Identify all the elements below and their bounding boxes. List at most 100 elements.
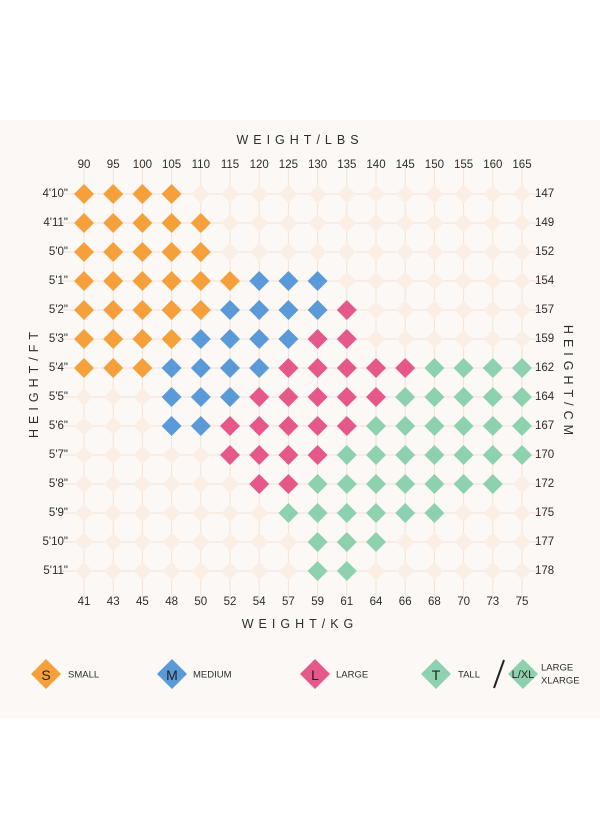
empty-cell-mark <box>483 533 502 551</box>
tick-label-kg: 70 <box>457 596 470 608</box>
empty-cell-mark <box>191 533 210 551</box>
empty-cell-mark <box>337 185 356 203</box>
weight-kg-title: WEIGHT/KG <box>242 617 359 631</box>
tick-label-lbs: 140 <box>366 159 385 171</box>
empty-cell-mark <box>513 214 531 232</box>
size-chart: WEIGHT/LBS WEIGHT/KG HEIGHT/FT HEIGHT/CM 90 9… <box>27 133 580 689</box>
tick-label-lbs: 165 <box>512 159 531 171</box>
tick-label-cm: 177 <box>535 536 554 548</box>
size-mark-small <box>74 358 94 378</box>
empty-cell-mark <box>133 504 152 522</box>
empty-cell-mark <box>367 243 385 261</box>
size-mark-large <box>395 358 416 378</box>
tick-label-ft: 5'9" <box>49 507 68 519</box>
empty-cell-mark <box>133 562 152 580</box>
size-mark-tall <box>307 561 328 581</box>
size-mark-large <box>278 358 299 378</box>
tick-label-cm: 175 <box>535 507 554 519</box>
tick-label-lbs: 125 <box>279 159 298 171</box>
size-mark-tall <box>512 387 532 407</box>
size-mark-tall <box>453 445 474 465</box>
empty-cell-mark <box>513 562 531 580</box>
size-mark-tall <box>482 416 503 436</box>
tick-label-ft: 5'7" <box>49 449 68 461</box>
size-mark-large <box>336 300 357 320</box>
empty-cell-mark <box>162 475 181 493</box>
empty-cell-mark <box>279 214 298 232</box>
empty-cell-mark <box>454 243 473 261</box>
empty-cell-mark <box>250 533 269 551</box>
size-mark-tall <box>512 445 532 465</box>
size-mark-tall <box>336 474 357 494</box>
size-mark-tall <box>482 387 503 407</box>
empty-cell-mark <box>162 504 181 522</box>
tick-label-lbs: 90 <box>78 159 91 171</box>
empty-cell-mark <box>221 562 239 580</box>
tick-label-kg: 59 <box>311 596 324 608</box>
empty-cell-mark <box>454 272 473 290</box>
size-mark-tall <box>424 416 445 436</box>
size-mark-medium <box>307 300 328 320</box>
tick-label-kg: 52 <box>224 596 237 608</box>
tick-label-kg: 66 <box>399 596 412 608</box>
size-mark-small <box>74 213 94 233</box>
empty-cell-mark <box>133 388 152 406</box>
empty-cell-mark <box>396 214 415 232</box>
empty-cell-mark <box>75 562 93 580</box>
empty-cell-mark <box>75 533 93 551</box>
empty-cell-mark <box>396 533 415 551</box>
size-mark-small <box>161 271 182 291</box>
size-mark-large <box>336 387 357 407</box>
empty-cell-mark <box>250 243 269 261</box>
size-mark-small <box>161 213 182 233</box>
size-mark-large <box>336 416 357 436</box>
size-mark-small <box>190 242 211 262</box>
empty-cell-mark <box>279 243 298 261</box>
size-mark-tall <box>307 532 328 552</box>
empty-cell-mark <box>513 504 531 522</box>
tick-label-lbs: 95 <box>107 159 120 171</box>
empty-cell-mark <box>133 475 152 493</box>
legend-diamond-medium <box>157 659 187 689</box>
tick-label-kg: 43 <box>107 596 120 608</box>
size-mark-small <box>161 329 182 349</box>
size-mark-tall <box>307 474 328 494</box>
size-mark-large <box>307 358 328 378</box>
legend-label-large: LARGE <box>541 663 573 674</box>
legend-letter-medium: M <box>166 667 178 683</box>
legend-diamond-tall <box>421 659 451 689</box>
empty-cell-mark <box>513 185 531 203</box>
empty-cell-mark <box>454 533 473 551</box>
tick-label-ft: 5'5" <box>49 391 68 403</box>
empty-cell-mark <box>337 214 356 232</box>
legend-label-large: LARGE <box>336 670 368 681</box>
empty-cell-mark <box>104 533 123 551</box>
size-mark-tall <box>395 503 416 523</box>
size-mark-medium <box>249 271 270 291</box>
size-mark-large <box>249 474 270 494</box>
size-mark-small <box>132 300 153 320</box>
empty-cell-mark <box>483 214 502 232</box>
empty-cell-mark <box>104 417 123 435</box>
tick-label-lbs: 100 <box>133 159 152 171</box>
empty-cell-mark <box>483 185 502 203</box>
size-mark-medium <box>278 271 299 291</box>
size-mark-medium <box>190 358 211 378</box>
size-mark-small <box>132 213 153 233</box>
size-mark-medium <box>249 329 270 349</box>
size-mark-tall <box>453 358 474 378</box>
tick-label-lbs: 105 <box>162 159 181 171</box>
empty-cell-mark <box>191 475 210 493</box>
size-mark-tall <box>512 416 532 436</box>
size-mark-tall <box>336 445 357 465</box>
empty-cell-mark <box>454 214 473 232</box>
empty-cell-mark <box>308 185 327 203</box>
tick-label-cm: 159 <box>535 333 554 345</box>
tick-label-cm: 172 <box>535 478 554 490</box>
empty-cell-mark <box>396 243 415 261</box>
size-mark-small <box>190 300 211 320</box>
tick-label-cm: 147 <box>535 188 554 200</box>
size-mark-small <box>103 184 124 204</box>
tick-label-kg: 64 <box>370 596 383 608</box>
size-mark-tall <box>366 416 386 436</box>
